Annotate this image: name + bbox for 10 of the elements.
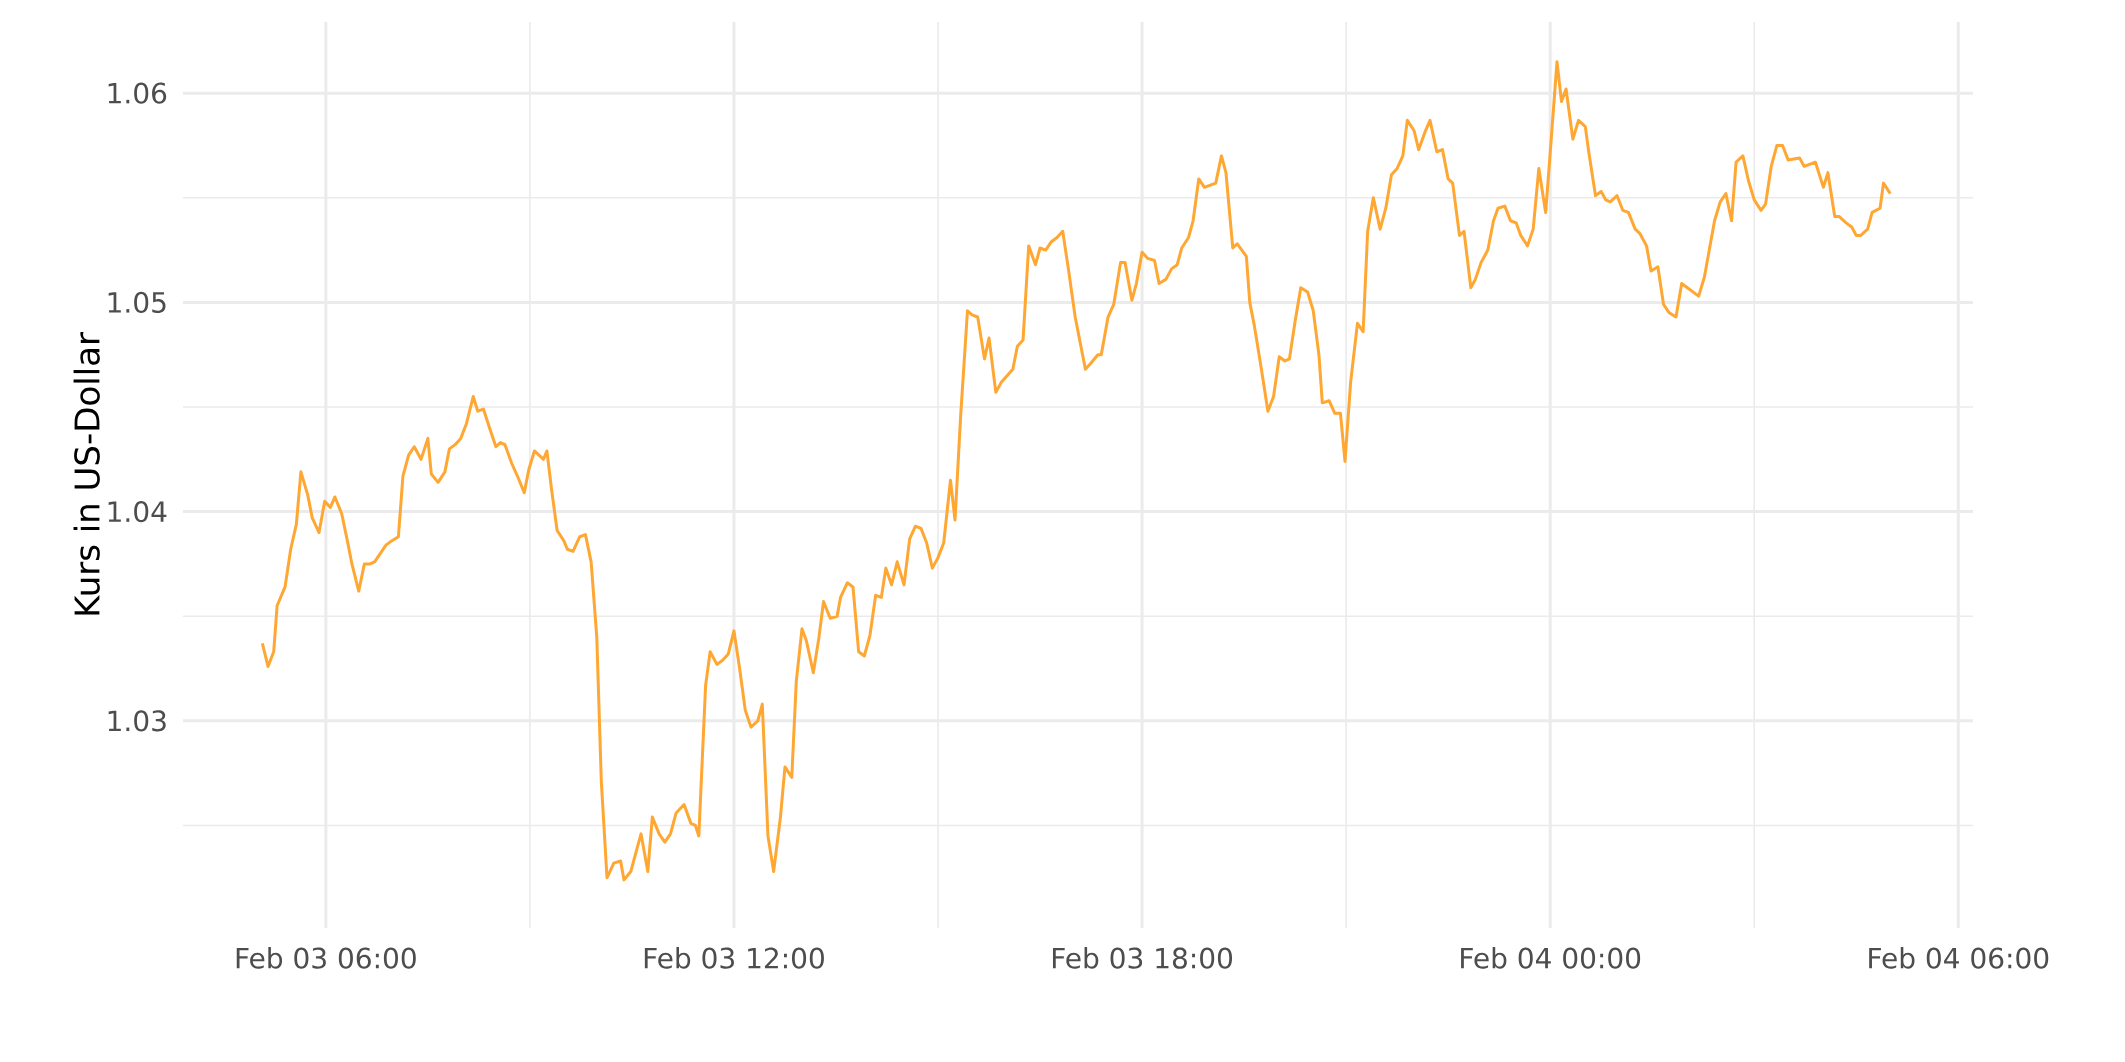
y-axis-title: Kurs in US-Dollar — [73, 332, 100, 615]
x-tick-label: Feb 03 06:00 — [236, 947, 416, 969]
y-tick-label: 1.06 — [108, 82, 167, 104]
y-tick-label: 1.03 — [108, 710, 166, 732]
x-tick-label: Feb 04 00:00 — [1461, 947, 1641, 969]
y-tick-label: 1.04 — [108, 501, 167, 523]
x-tick-label: Feb 03 12:00 — [644, 947, 824, 969]
x-tick-label: Feb 04 06:00 — [1869, 947, 2049, 969]
x-tick-label: Feb 03 18:00 — [1052, 947, 1233, 969]
y-tick-label: 1.05 — [108, 291, 166, 313]
